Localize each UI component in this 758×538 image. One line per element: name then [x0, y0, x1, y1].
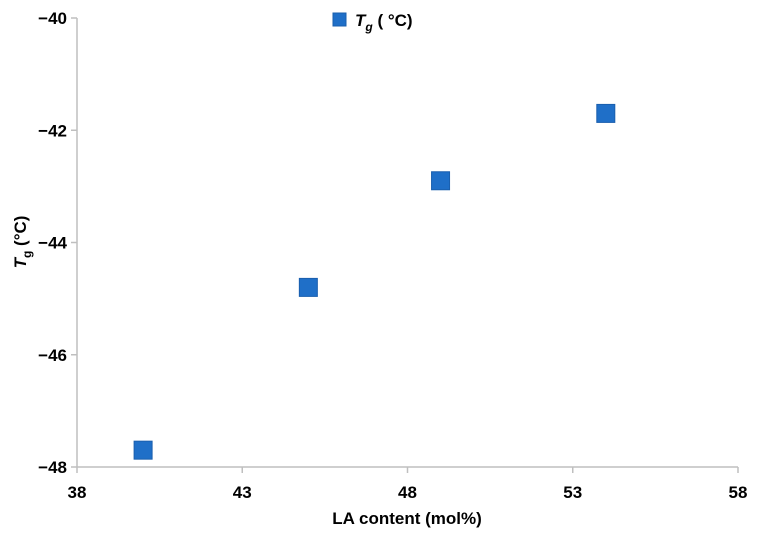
y-axis-title-subscript: g: [20, 251, 34, 258]
legend-marker: [332, 12, 347, 27]
legend-label-subscript: g: [364, 20, 373, 34]
y-tick-label: −42: [38, 121, 67, 140]
x-tick-label: 53: [563, 483, 582, 502]
data-point: [133, 440, 153, 460]
x-tick-label: 43: [233, 483, 252, 502]
data-point-group: [133, 103, 616, 460]
x-tick-label: 58: [729, 483, 748, 502]
legend-label-unit: ( °C): [373, 11, 413, 30]
y-axis-title: Tg (°C): [11, 216, 34, 269]
y-tick-label: −44: [38, 234, 67, 253]
y-tick-label: −40: [38, 9, 67, 28]
data-point: [298, 277, 318, 297]
y-axis-title-main: T: [11, 256, 30, 268]
y-tick-label: −46: [38, 346, 67, 365]
x-axis-title: LA content (mol%): [332, 509, 482, 528]
legend: Tg ( °C): [332, 11, 413, 34]
x-tick-group: 38 43 48 53 58: [68, 467, 748, 502]
legend-label-main: T: [355, 11, 367, 30]
legend-label: Tg ( °C): [355, 11, 413, 34]
data-point: [596, 103, 616, 123]
y-axis-title-unit: (°C): [11, 216, 30, 251]
y-tick-label: −48: [38, 458, 67, 477]
x-tick-label: 48: [398, 483, 417, 502]
y-tick-group: −48 −46 −44 −42 −40: [38, 9, 77, 477]
data-point: [431, 171, 451, 191]
x-tick-label: 38: [68, 483, 87, 502]
